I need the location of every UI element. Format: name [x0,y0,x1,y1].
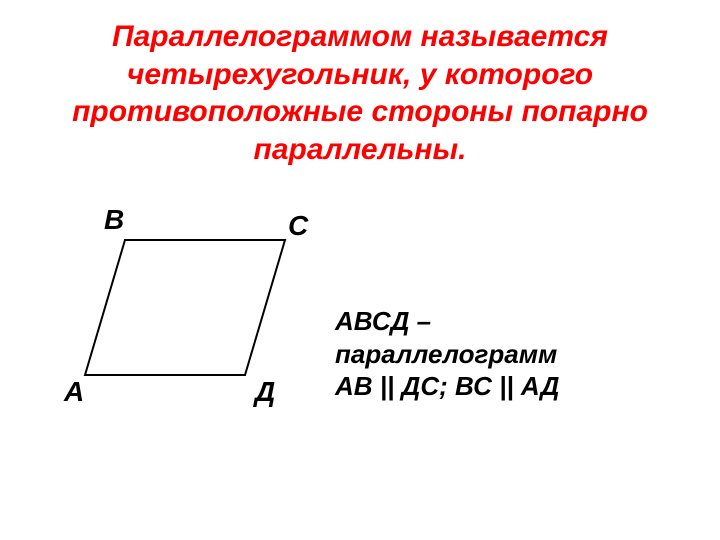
description-line-1: АВСД – [335,305,695,338]
description-line-3: АВ || ДС; ВС || АД [335,370,695,403]
slide: Параллелограммом называется четырехуголь… [0,0,720,540]
vertex-d-label: Д [253,376,275,407]
parallelogram-shape [85,240,285,375]
parallelogram-diagram: А В С Д [60,195,320,415]
description-block: АВСД – параллелограмм АВ || ДС; ВС || АД [335,305,695,403]
vertex-c-label: С [288,210,309,241]
definition-text: Параллелограммом называется четырехуголь… [50,18,670,168]
description-line-2: параллелограмм [335,338,695,371]
vertex-a-label: А [63,376,84,407]
vertex-b-label: В [104,204,124,235]
